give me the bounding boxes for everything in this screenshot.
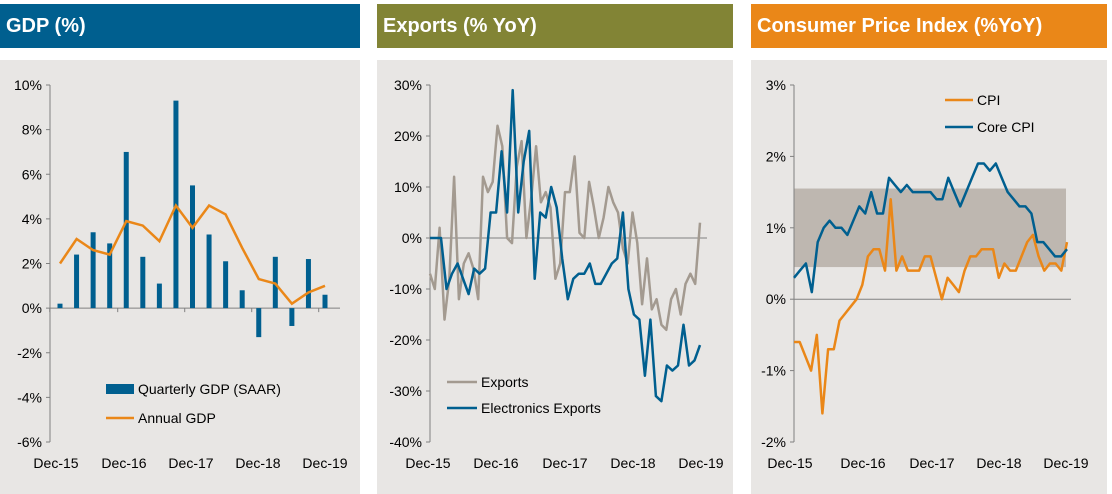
y-tick-label: 3% bbox=[766, 77, 786, 93]
annual-gdp-line bbox=[58, 203, 326, 306]
y-tick-label: -20% bbox=[389, 332, 422, 348]
quarterly-gdp-bar bbox=[123, 151, 129, 309]
quarterly-gdp-bar bbox=[107, 243, 113, 309]
x-tick-label: Dec-19 bbox=[678, 455, 723, 471]
legend-label-core-cpi: Core CPI bbox=[977, 119, 1035, 135]
x-tick-label: Dec-17 bbox=[168, 455, 213, 471]
x-tick-label: Dec-15 bbox=[33, 455, 78, 471]
quarterly-gdp-bar bbox=[289, 308, 295, 326]
gdp-chart-area bbox=[0, 60, 360, 494]
x-tick-label: Dec-19 bbox=[302, 455, 347, 471]
quarterly-gdp-bar bbox=[57, 303, 63, 309]
y-tick-label: -10% bbox=[389, 281, 422, 297]
y-tick-label: 6% bbox=[22, 166, 42, 182]
x-tick-label: Dec-16 bbox=[473, 455, 518, 471]
y-tick-label: 0% bbox=[402, 230, 422, 246]
x-tick-label: Dec-16 bbox=[840, 455, 885, 471]
quarterly-gdp-bar bbox=[223, 261, 229, 309]
cpi-panel: Consumer Price Index (%YoY) 3% 2% 1% 0% -1% -… bbox=[751, 0, 1107, 494]
y-tick-label: -4% bbox=[17, 389, 42, 405]
exports-line bbox=[428, 124, 702, 332]
legend-label-cpi: CPI bbox=[977, 92, 1000, 108]
y-tick-label: 8% bbox=[22, 122, 42, 138]
quarterly-gdp-bar bbox=[305, 259, 311, 309]
quarterly-gdp-bar bbox=[74, 254, 80, 309]
quarterly-gdp-bar bbox=[90, 232, 96, 309]
electronics-exports-line bbox=[430, 88, 702, 403]
quarterly-gdp-bar bbox=[140, 256, 146, 309]
y-tick-label: 10% bbox=[394, 179, 422, 195]
x-tick-label: Dec-16 bbox=[101, 455, 146, 471]
y-tick-label: -6% bbox=[17, 434, 42, 450]
quarterly-gdp-bar bbox=[156, 283, 162, 309]
legend-label-exports: Exports bbox=[481, 374, 528, 390]
cpi-panel-title: Consumer Price Index (%YoY) bbox=[751, 4, 1107, 48]
quarterly-gdp-bar bbox=[322, 294, 328, 309]
y-tick-label: 20% bbox=[394, 128, 422, 144]
x-tick-label: Dec-18 bbox=[235, 455, 280, 471]
x-tick-label: Dec-18 bbox=[976, 455, 1021, 471]
y-tick-label: -40% bbox=[389, 434, 422, 450]
quarterly-gdp-bar bbox=[239, 290, 245, 309]
x-tick-label: Dec-17 bbox=[909, 455, 954, 471]
exports-chart: 30% 20% 10% 0% -10% -20% -30% -40% Dec-15 Dec-16 D… bbox=[389, 77, 723, 471]
exports-panel: Exports (% YoY) 30% 20% 10% 0% -10% -20% -30% -… bbox=[377, 0, 733, 494]
y-tick-label: 2% bbox=[766, 148, 786, 164]
gdp-chart: 10% 8% 6% 4% 2% 0% -2% -4% -6% Dec-15 Dec-16 Dec-17… bbox=[14, 77, 348, 471]
y-tick-label: 30% bbox=[394, 77, 422, 93]
y-tick-label: 4% bbox=[22, 211, 42, 227]
quarterly-gdp-bar bbox=[206, 234, 212, 309]
y-tick-label: 0% bbox=[766, 291, 786, 307]
y-tick-label: 10% bbox=[14, 77, 42, 93]
x-tick-label: Dec-17 bbox=[542, 455, 587, 471]
y-tick-label: 0% bbox=[22, 300, 42, 316]
core-cpi-line bbox=[793, 162, 1068, 294]
cpi-chart: 3% 2% 1% 0% -1% -2% Dec-15 Dec-16 Dec-17 Dec-18 De… bbox=[761, 77, 1089, 471]
x-tick-label: Dec-15 bbox=[405, 455, 450, 471]
gdp-panel: GDP (%) 10% 8% 6% 4% 2% 0% -2% -4% -6% Dec-15 Dec-… bbox=[0, 0, 360, 494]
y-tick-label: -1% bbox=[761, 363, 786, 379]
x-tick-label: Dec-18 bbox=[610, 455, 655, 471]
y-tick-label: 2% bbox=[22, 256, 42, 272]
exports-panel-title: Exports (% YoY) bbox=[377, 4, 733, 48]
quarterly-gdp-bar bbox=[256, 308, 262, 338]
x-tick-label: Dec-19 bbox=[1043, 455, 1088, 471]
y-tick-label: -2% bbox=[761, 434, 786, 450]
y-tick-label: -2% bbox=[17, 345, 42, 361]
quarterly-gdp-bar bbox=[190, 185, 195, 309]
gdp-panel-title: GDP (%) bbox=[0, 4, 360, 48]
legend-label-electronics: Electronics Exports bbox=[481, 400, 601, 416]
y-tick-label: 1% bbox=[766, 220, 786, 236]
legend-swatch-quarterly bbox=[106, 384, 134, 394]
legend-label-quarterly: Quarterly GDP (SAAR) bbox=[138, 381, 281, 397]
cpi-line bbox=[794, 197, 1069, 415]
legend-label-annual: Annual GDP bbox=[138, 410, 216, 426]
y-tick-label: -30% bbox=[389, 383, 422, 399]
cpi-chart-area bbox=[751, 60, 1107, 494]
x-tick-label: Dec-15 bbox=[767, 455, 812, 471]
